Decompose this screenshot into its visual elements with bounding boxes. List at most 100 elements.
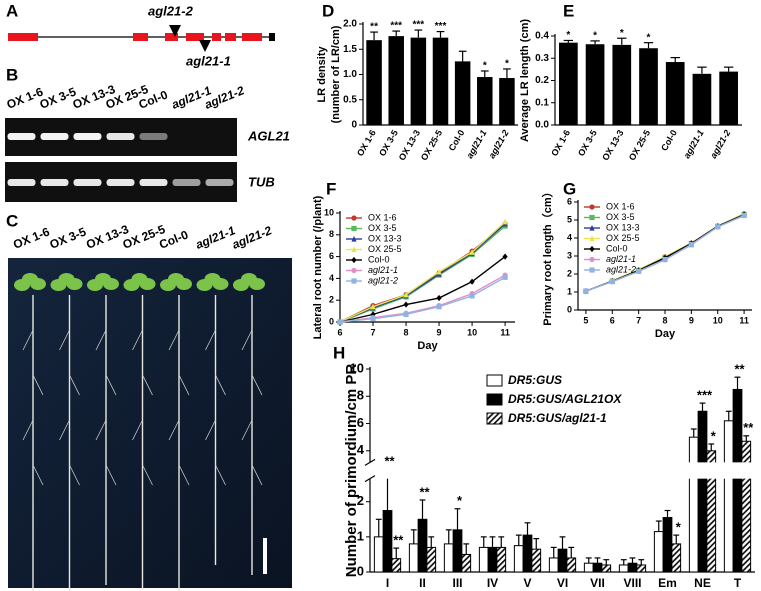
marker (583, 288, 589, 294)
bar (639, 48, 658, 125)
legend-swatch (486, 412, 503, 425)
bar (487, 546, 498, 573)
lateral-root (168, 329, 180, 351)
x-tick-label: III (452, 576, 462, 590)
x-tick-label: OX 3-5 (377, 128, 400, 158)
lateral-root (59, 329, 70, 351)
y-tick-label: 2 (329, 295, 334, 305)
legend-label: agl21-1 (606, 254, 636, 264)
x-tick-label: OX 13-3 (600, 128, 625, 162)
y-tick-label: 1 (357, 528, 364, 543)
marker (662, 257, 668, 263)
series-line (339, 256, 506, 323)
axis-break-mark (364, 475, 376, 483)
y-tick-label: 6 (567, 196, 572, 206)
leaf (204, 273, 221, 285)
significance: * (505, 59, 509, 70)
lateral-root (251, 464, 263, 486)
bar (653, 531, 664, 573)
y-tick-label: 10 (324, 207, 334, 217)
marker (589, 267, 595, 273)
y-tick-label: 0 (357, 563, 364, 578)
leaf (22, 273, 38, 285)
marker (351, 256, 357, 264)
y-tick-label: 3 (567, 250, 572, 260)
lateral-root (32, 374, 44, 396)
marker (609, 278, 615, 285)
lateral-root (59, 419, 70, 441)
marker (589, 245, 595, 253)
series-line (339, 223, 506, 323)
y-tick-label: 0 (567, 304, 572, 314)
bar (601, 564, 612, 573)
series-line (339, 274, 506, 323)
bar (513, 545, 524, 573)
bar (592, 562, 603, 573)
lateral-root (215, 374, 226, 396)
marker (370, 316, 376, 322)
significance: *** (697, 388, 713, 403)
lateral-root (168, 419, 180, 441)
marker (403, 311, 409, 317)
y-axis-label: Lateral root number (/plant) (312, 195, 324, 339)
lateral-root (215, 464, 226, 486)
legend-label: OX 3-5 (606, 212, 635, 222)
significance: * (711, 428, 717, 443)
x-tick-label: IV (487, 576, 498, 590)
gene-diagram (8, 25, 275, 52)
legend-label: Col-0 (606, 243, 628, 253)
y-tick-label: 0.1 (535, 97, 549, 108)
lateral-root (32, 464, 44, 486)
x-tick-label: 7 (636, 315, 641, 325)
marker (469, 249, 475, 255)
y-tick-label: 5 (567, 214, 572, 224)
lateral-root (105, 374, 117, 396)
bar (741, 440, 752, 573)
significance: ** (734, 362, 745, 377)
x-tick-label: 10 (713, 315, 723, 325)
x-tick-label: 9 (689, 315, 694, 325)
bar (499, 78, 515, 125)
bar (723, 420, 734, 573)
x-tick-label: I (386, 576, 389, 590)
panel-label: H (333, 343, 345, 362)
bar (559, 42, 578, 125)
legend-label: OX 13-3 (606, 222, 640, 232)
marker (589, 214, 595, 221)
legend-label: Col-0 (368, 254, 390, 264)
gel-band (40, 179, 69, 186)
bar (373, 536, 384, 573)
x-tick-label: 10 (467, 327, 477, 337)
bar (366, 40, 382, 125)
x-tick-label: OX 1-6 (355, 128, 378, 158)
marker (351, 235, 357, 242)
gel-band (106, 179, 135, 186)
gel-band (106, 133, 135, 140)
marker (436, 294, 442, 302)
significance: *** (413, 20, 425, 31)
seedling-photo (8, 258, 292, 588)
legend-label: OX 1-6 (606, 201, 635, 211)
axis-break (364, 462, 755, 479)
bar (566, 557, 577, 573)
legend-swatch (486, 374, 503, 387)
bar (496, 546, 507, 573)
y-tick-label: 6 (329, 251, 334, 261)
gene-label: AGL21 (247, 128, 290, 143)
bar (612, 44, 632, 125)
x-tick-label: 11 (500, 327, 510, 337)
legend-label: DR5:GUS/agl21-1 (508, 411, 607, 425)
x-tick-label: agl21-2 (487, 128, 511, 160)
legend-label: agl21-2 (368, 275, 398, 285)
y-tick-label: 8 (357, 388, 364, 403)
y-tick-label: 0.5 (343, 94, 357, 105)
bar (417, 518, 428, 573)
bar (391, 558, 402, 573)
bar (583, 562, 594, 573)
significance: * (676, 520, 682, 535)
gel-band (40, 133, 69, 140)
y-tick-label: 6 (357, 415, 364, 430)
x-tick-label: VI (557, 576, 568, 590)
x-tick-label: V (523, 576, 531, 590)
y-tick-label: 4 (357, 442, 365, 457)
